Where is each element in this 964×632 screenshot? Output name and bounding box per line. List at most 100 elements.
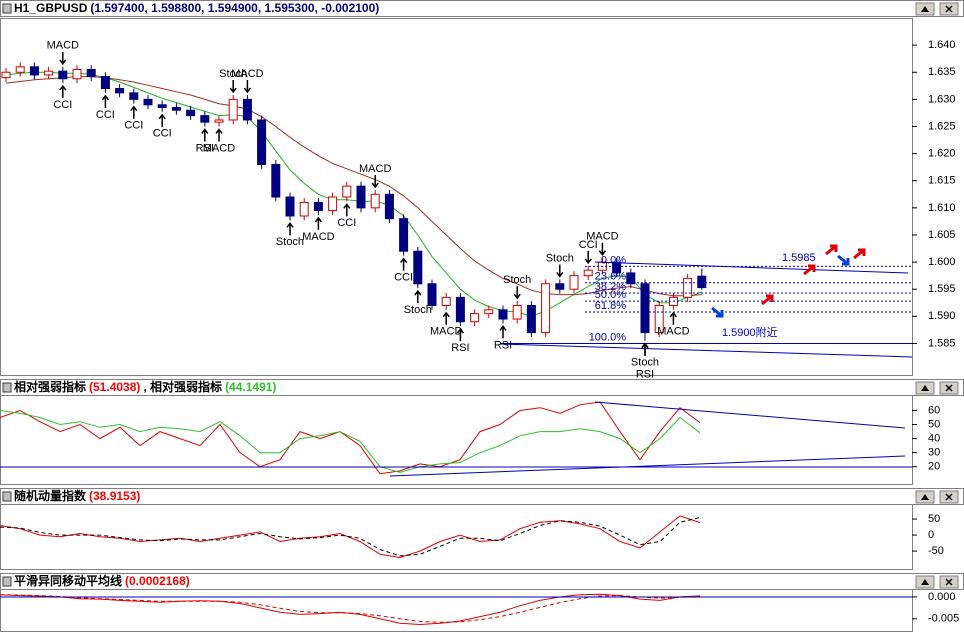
fib-label: 23.6% <box>595 271 626 283</box>
candle-body <box>86 69 96 78</box>
candle-body <box>413 250 423 285</box>
signal-arrow <box>243 80 251 94</box>
candle-body <box>427 283 437 306</box>
close-icon <box>945 5 953 13</box>
fib-label: 100.0% <box>589 331 627 343</box>
candle-body <box>356 185 366 209</box>
signal-label: Stoch <box>631 357 659 369</box>
y-tick-label: 0 <box>928 529 934 541</box>
signal-arrow <box>400 257 408 271</box>
signal-label: CCI <box>337 217 356 229</box>
y-tick-label: 1.590 <box>928 310 956 322</box>
y-tick-label: 30 <box>928 447 940 459</box>
candle-body <box>157 104 167 109</box>
panel-title: 随机动量指数 (38.9153) <box>14 488 140 503</box>
signal-arrow <box>215 128 223 142</box>
panel-title: 相对强弱指标 (51.4038), 相对强弱指标 (44.1491) <box>14 379 276 394</box>
header-icon <box>2 576 12 587</box>
drawings <box>0 244 913 598</box>
signal-label: MACD <box>231 68 263 80</box>
y-tick-label: 50 <box>928 418 940 430</box>
signal-label: RSI <box>636 369 654 381</box>
candle-body <box>441 296 451 306</box>
indicator-line <box>0 401 701 475</box>
title-part: (51.4038) <box>89 380 140 394</box>
candle-body <box>384 193 394 220</box>
candle-body <box>228 98 238 121</box>
title-part: 随机动量指数 <box>14 488 87 503</box>
y-tick-label: 1.625 <box>928 120 956 132</box>
signal-label: Stoch <box>219 68 247 80</box>
signal-arrow <box>229 80 237 94</box>
candle-body <box>299 201 309 217</box>
arrow-up <box>825 244 838 256</box>
signal-arrow <box>442 311 450 325</box>
y-tick-label: -50 <box>928 545 944 557</box>
candle-body <box>569 275 579 290</box>
fib-label: 38.2% <box>595 281 626 293</box>
y-tick-label: 1.635 <box>928 66 956 78</box>
candle-body <box>72 69 82 80</box>
header-icon <box>2 491 12 502</box>
title-part: (44.1491) <box>225 380 276 394</box>
trend-line <box>594 401 906 429</box>
y-tick-label: 1.620 <box>928 148 956 160</box>
candle-body <box>143 98 153 106</box>
candle-body <box>1 71 11 79</box>
trend-line <box>389 455 906 477</box>
y-tick-label: 1.630 <box>928 93 956 105</box>
candle-body <box>186 109 196 117</box>
signal-arrow <box>130 105 138 119</box>
maximize-icon <box>921 385 929 391</box>
trend-line <box>594 261 909 274</box>
candle-body <box>100 76 110 90</box>
y-tick-label: 1.610 <box>928 202 956 214</box>
title-part: , 相对强弱指标 <box>143 379 222 394</box>
candle-body <box>342 185 352 198</box>
y-tick-label: 40 <box>928 433 940 445</box>
candle-body <box>370 193 380 209</box>
signal-label: CCI <box>53 99 72 111</box>
signal-arrow <box>414 289 422 304</box>
signal-arrow <box>286 222 294 236</box>
signal-label: Stoch <box>276 236 304 248</box>
y-tick-label: 0.000 <box>928 591 956 603</box>
fib-label: 0.0% <box>601 254 626 266</box>
title-part: H1_GBPUSD <box>14 1 88 15</box>
signal-label: RSI <box>196 142 214 154</box>
indicator-line <box>0 410 701 473</box>
fib-label: 50.0% <box>595 289 626 301</box>
fib-label: 61.8% <box>595 300 626 312</box>
signal-arrow <box>513 286 521 300</box>
trend-line <box>499 343 913 358</box>
signal-arrow <box>371 174 379 189</box>
signal-arrow <box>101 94 109 108</box>
signal-arrow <box>641 342 649 356</box>
y-tick-label: 1.595 <box>928 283 956 295</box>
candle-body <box>470 313 480 323</box>
candle-body <box>455 296 465 323</box>
indicator-line <box>0 517 701 557</box>
panel-title: H1_GBPUSD (1.597400, 1.598800, 1.594900, … <box>14 1 379 15</box>
indicator-line <box>0 594 701 623</box>
candle-body <box>257 119 267 165</box>
signal-label: CCI <box>394 271 413 283</box>
signal-arrow <box>158 113 166 127</box>
arrow-up <box>853 248 866 260</box>
signal-arrow <box>499 325 507 339</box>
plot-area <box>0 395 913 485</box>
candle-body <box>498 309 508 320</box>
signal-arrow <box>556 264 564 278</box>
title-part: (38.9153) <box>89 489 140 503</box>
signal-label: CCI <box>153 128 172 140</box>
close-icon <box>945 578 953 586</box>
signal-label: MACD <box>586 231 618 243</box>
y-tick-label: 1.600 <box>928 256 956 268</box>
y-tick-label: 60 <box>928 404 940 416</box>
candle-body <box>526 304 536 334</box>
candle-body <box>214 119 224 123</box>
y-tick-label: -0.005 <box>928 613 959 625</box>
title-part: 平滑异同移动平均线 <box>14 573 122 588</box>
signal-arrow <box>59 84 67 99</box>
